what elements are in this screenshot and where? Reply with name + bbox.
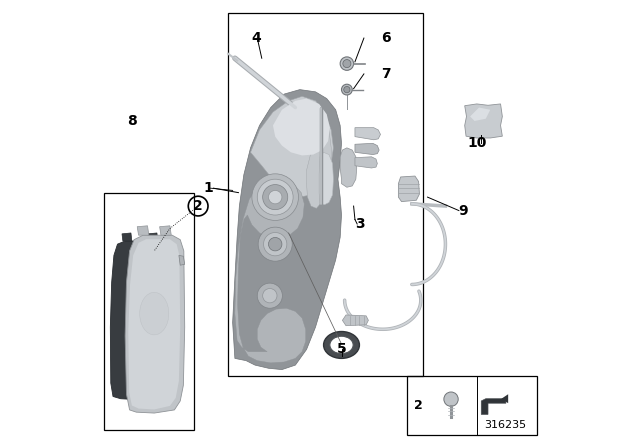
Polygon shape	[232, 90, 342, 370]
Circle shape	[257, 179, 293, 215]
Text: 2: 2	[414, 399, 423, 412]
Text: 10: 10	[467, 136, 486, 151]
Polygon shape	[502, 394, 508, 403]
Circle shape	[344, 86, 350, 93]
Text: 316235: 316235	[484, 420, 526, 430]
Bar	[407, 376, 538, 435]
Polygon shape	[355, 143, 379, 155]
Polygon shape	[355, 157, 378, 168]
Polygon shape	[342, 315, 369, 326]
Circle shape	[444, 392, 458, 406]
Polygon shape	[319, 152, 333, 205]
Circle shape	[258, 227, 292, 261]
Polygon shape	[128, 239, 180, 409]
Polygon shape	[250, 96, 333, 197]
Ellipse shape	[324, 332, 360, 358]
Circle shape	[257, 283, 282, 308]
Polygon shape	[481, 399, 506, 414]
Text: 7: 7	[381, 67, 391, 81]
Polygon shape	[110, 241, 167, 400]
Circle shape	[342, 84, 352, 95]
Text: 6: 6	[381, 31, 391, 45]
Text: 9: 9	[458, 203, 468, 218]
Text: 1: 1	[203, 181, 213, 195]
Circle shape	[262, 185, 288, 210]
Text: 2: 2	[193, 199, 203, 213]
Text: 4: 4	[252, 31, 261, 45]
Polygon shape	[159, 226, 172, 235]
Polygon shape	[465, 104, 502, 138]
Text: 5: 5	[337, 342, 346, 357]
Circle shape	[269, 237, 282, 251]
Circle shape	[252, 174, 298, 220]
Bar	[228, 13, 423, 376]
Polygon shape	[179, 255, 185, 265]
Polygon shape	[137, 226, 149, 235]
Polygon shape	[235, 179, 306, 363]
Polygon shape	[470, 108, 490, 121]
Polygon shape	[355, 128, 380, 140]
Circle shape	[264, 233, 287, 256]
Polygon shape	[148, 233, 158, 241]
Polygon shape	[398, 176, 419, 202]
Ellipse shape	[330, 336, 353, 354]
Polygon shape	[340, 148, 356, 187]
Polygon shape	[273, 99, 330, 155]
Text: 3: 3	[355, 217, 365, 231]
Polygon shape	[307, 110, 332, 208]
Polygon shape	[122, 233, 132, 241]
Circle shape	[343, 60, 351, 68]
Circle shape	[340, 57, 354, 70]
Circle shape	[262, 289, 277, 303]
Polygon shape	[125, 235, 185, 413]
Text: 8: 8	[127, 114, 137, 128]
Bar	[104, 193, 194, 430]
Ellipse shape	[140, 293, 169, 335]
Circle shape	[269, 190, 282, 204]
